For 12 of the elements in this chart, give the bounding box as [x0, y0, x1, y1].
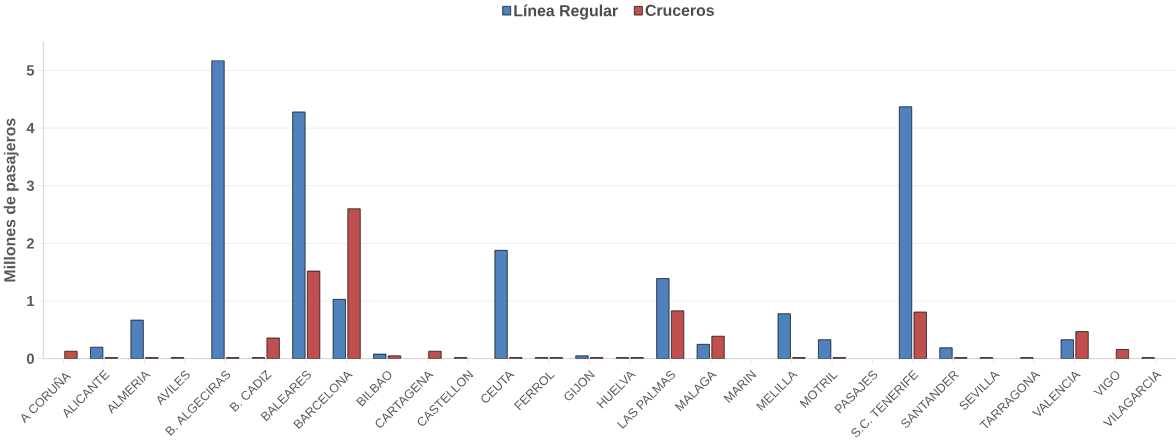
bar	[1075, 331, 1089, 359]
bar	[347, 208, 361, 359]
y-tick-label: 3	[26, 180, 34, 192]
y-tick-label: 5	[26, 65, 35, 76]
y-tick-label: 1	[27, 296, 35, 307]
legend-label: Cruceros	[645, 4, 714, 17]
y-tick-label: 2	[26, 238, 34, 249]
bar	[711, 335, 725, 359]
y-axis-title: Millones de pasajeros	[3, 118, 19, 282]
y-tick-label: 0	[26, 353, 34, 364]
legend-label: Línea Regular	[514, 4, 618, 20]
y-tick-label: 4	[26, 123, 35, 134]
